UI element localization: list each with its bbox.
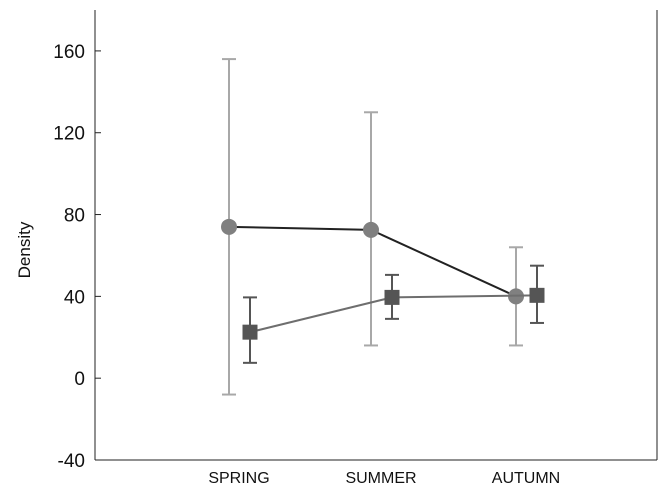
x-tick-label: AUTUMN: [492, 470, 560, 487]
series-2: [242, 264, 545, 364]
x-axis-ticks: SPRING SUMMER AUTUMN: [208, 470, 560, 487]
y-tick-label: 80: [64, 206, 85, 227]
y-tick-label: 0: [74, 369, 85, 390]
axes-frame: [94, 10, 658, 461]
x-tick-label: SPRING: [208, 470, 269, 487]
data-point-square: [384, 289, 400, 305]
data-point-square: [242, 324, 258, 340]
data-point-square: [529, 287, 545, 303]
y-axis-title: Density: [15, 221, 34, 278]
x-tick-label: SUMMER: [345, 470, 416, 487]
y-tick-label: 120: [53, 124, 85, 145]
y-axis-ticks: -40 0 40 80 120 160: [53, 42, 101, 472]
series-layer: [221, 58, 545, 396]
data-point-circle: [363, 221, 379, 238]
y-tick-label: -40: [58, 451, 85, 472]
y-tick-label: 160: [53, 42, 85, 63]
y-tick-label: 40: [64, 287, 85, 308]
data-point-circle: [221, 218, 237, 235]
series-1: [221, 58, 524, 396]
